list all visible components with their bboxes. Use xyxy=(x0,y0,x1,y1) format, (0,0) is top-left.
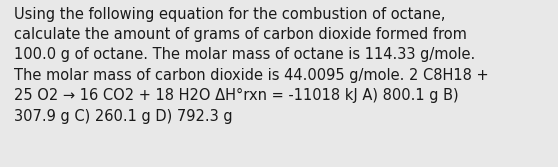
Text: Using the following equation for the combustion of octane,
calculate the amount : Using the following equation for the com… xyxy=(14,7,489,124)
